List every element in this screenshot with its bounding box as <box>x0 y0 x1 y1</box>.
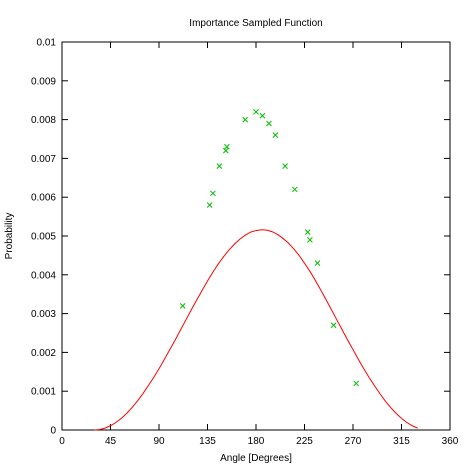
chart-title: Importance Sampled Function <box>189 18 322 29</box>
sample-point <box>330 322 337 329</box>
sample-point <box>216 163 223 170</box>
x-tick-label: 45 <box>105 436 117 447</box>
sample-point <box>210 190 216 197</box>
y-tick-label: 0.01 <box>37 38 57 49</box>
sample-point <box>304 229 311 235</box>
sample-markers <box>179 108 360 387</box>
sample-point <box>253 108 259 115</box>
y-tick-label: 0.003 <box>31 309 56 320</box>
sample-point <box>242 116 249 123</box>
x-axis-label: Angle [Degrees] <box>220 453 292 464</box>
y-tick-label: 0.001 <box>31 387 56 398</box>
x-tick-label: 135 <box>199 436 216 447</box>
plot-frame <box>61 41 451 431</box>
sample-point <box>282 163 288 170</box>
probability-curve <box>94 229 418 431</box>
y-tick-label: 0.002 <box>31 348 56 359</box>
y-tick-label: 0.007 <box>31 154 56 165</box>
sample-point <box>314 260 321 267</box>
sample-point <box>259 112 266 119</box>
sample-point <box>272 132 279 138</box>
x-tick-label: 315 <box>393 436 410 447</box>
sample-point <box>224 143 230 150</box>
x-tick-label: 90 <box>153 436 165 447</box>
sample-point <box>206 202 213 208</box>
x-tick-label: 180 <box>248 436 265 447</box>
x-tick-label: 270 <box>345 436 362 447</box>
y-axis-label: Probability <box>4 213 15 260</box>
x-tick-label: 360 <box>442 436 459 447</box>
sample-point <box>307 237 313 243</box>
y-tick-label: 0.006 <box>31 193 56 204</box>
probability-curve-line <box>94 229 418 431</box>
y-tick-label: 0.008 <box>31 115 56 126</box>
y-tick-label: 0.005 <box>31 232 56 243</box>
sample-point <box>179 302 186 309</box>
x-tick-label: 0 <box>59 436 65 447</box>
axes: 0 45 90 135 180 225 270 315 360 0 0.001 0.002 0.003 0… <box>31 38 459 448</box>
y-tick-label: 0.004 <box>31 270 56 281</box>
y-tick-label: 0 <box>50 426 56 437</box>
x-tick-label: 225 <box>296 436 313 447</box>
y-tick-label: 0.009 <box>31 76 56 87</box>
sample-point <box>353 380 360 387</box>
sample-point <box>291 186 298 193</box>
sample-point <box>266 120 272 127</box>
